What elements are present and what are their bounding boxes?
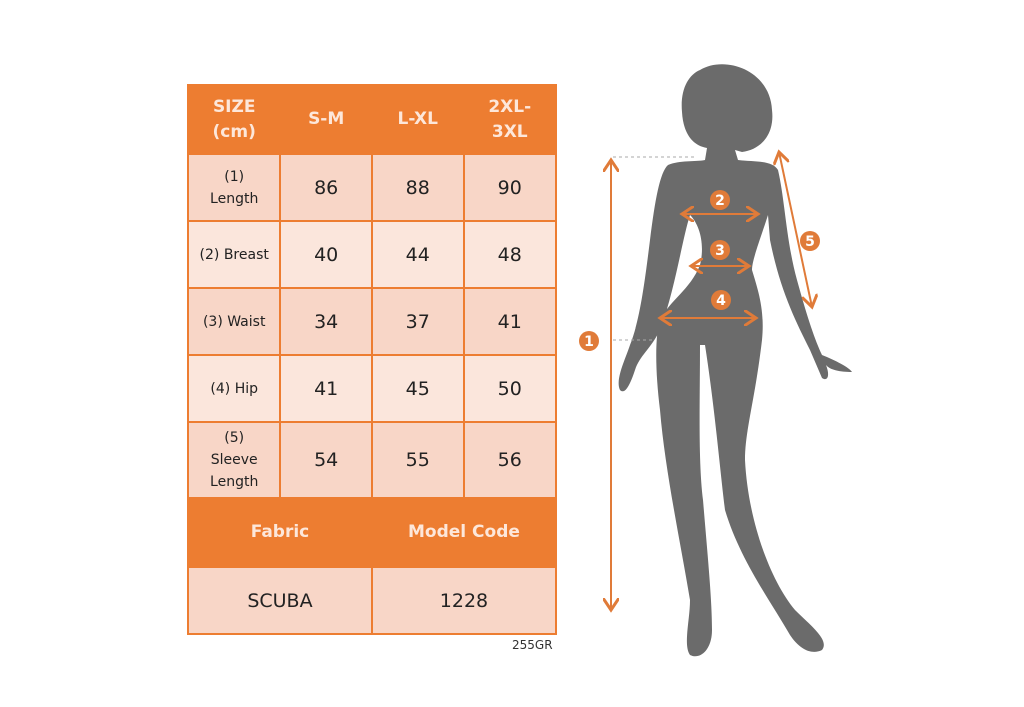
header-size: SIZE (cm): [186, 84, 282, 155]
cell: 37: [370, 287, 465, 356]
header-2xl-3xl: 2XL-3XL: [462, 84, 557, 155]
cell: 41: [462, 287, 557, 356]
cell: 45: [370, 354, 465, 423]
fabric-value: SCUBA: [187, 566, 373, 635]
cell: 40: [279, 220, 373, 289]
header-s-m: S-M: [279, 84, 373, 155]
row-label: (5) Sleeve Length: [186, 421, 282, 499]
row-label: (2) Breast: [186, 220, 282, 289]
cell: 41: [279, 354, 373, 423]
model-code-header: Model Code: [370, 497, 558, 568]
fabric-header: Fabric: [187, 497, 373, 568]
header-l-xl: L-XL: [370, 84, 465, 155]
model-code-value: 1228: [370, 566, 558, 635]
marker-4-icon: [711, 290, 731, 310]
table-row: (5) Sleeve Length 54 55 56: [186, 421, 557, 499]
marker-3-icon: [710, 240, 730, 260]
footer-value-row: SCUBA 1228: [187, 566, 558, 635]
marker-2: 2: [715, 193, 725, 209]
table-row: (1) Length 86 88 90: [186, 153, 557, 222]
marker-5: 5: [805, 234, 815, 250]
silhouette: [618, 64, 852, 657]
row-label: (4) Hip: [186, 354, 282, 423]
weight-note: 255GR: [512, 638, 553, 652]
table-row: (2) Breast 40 44 48: [186, 220, 557, 289]
table-row: (3) Waist 34 37 41: [186, 287, 557, 356]
cell: 88: [370, 153, 465, 222]
marker-3: 3: [715, 243, 725, 259]
size-chart-table: SIZE (cm) S-M L-XL 2XL-3XL (1) Length 86 8…: [186, 84, 558, 635]
footer-header-row: Fabric Model Code: [187, 497, 558, 568]
header-2xl-3xl-label: 2XL-3XL: [488, 96, 532, 142]
cell: 55: [370, 421, 465, 499]
row-label: (3) Waist: [186, 287, 282, 356]
cell: 86: [279, 153, 373, 222]
marker-1: 1: [584, 334, 594, 350]
table-row: (4) Hip 41 45 50: [186, 354, 557, 423]
cell: 54: [279, 421, 373, 499]
marker-1-icon: [579, 331, 599, 351]
sleeve-arrow: [779, 152, 812, 307]
header-row: SIZE (cm) S-M L-XL 2XL-3XL: [186, 84, 557, 155]
marker-4: 4: [716, 293, 726, 309]
cell: 90: [462, 153, 557, 222]
cell: 48: [462, 220, 557, 289]
cell: 44: [370, 220, 465, 289]
row-label: (1) Length: [186, 153, 282, 222]
cell: 50: [462, 354, 557, 423]
marker-2-icon: [710, 190, 730, 210]
cell: 34: [279, 287, 373, 356]
marker-5-icon: [800, 231, 820, 251]
cell: 56: [462, 421, 557, 499]
